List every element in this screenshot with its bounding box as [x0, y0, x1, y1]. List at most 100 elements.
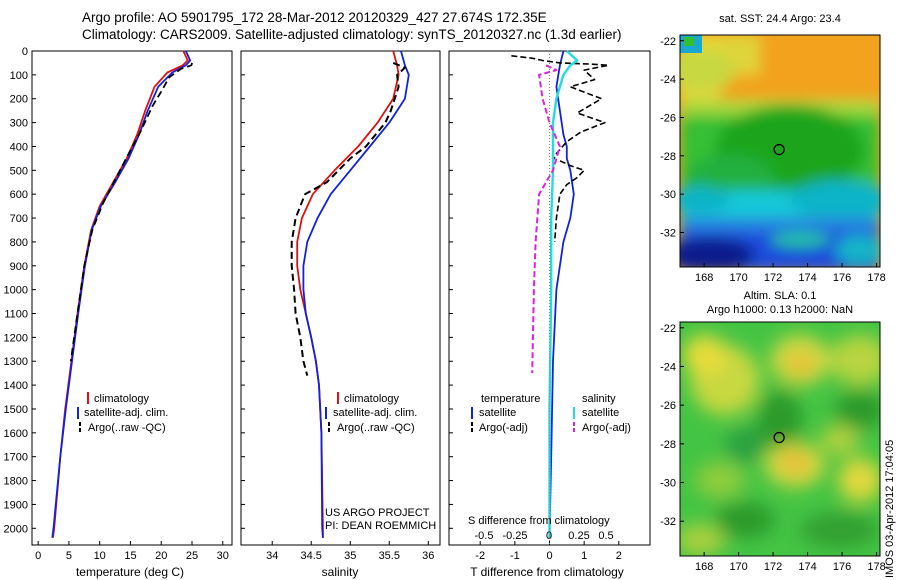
map-x-tick-label: 170	[729, 561, 747, 573]
x-tick-label: 34.5	[301, 550, 322, 562]
depth-tick-label: 1500	[4, 404, 28, 416]
x-tick-label: 0	[35, 550, 41, 562]
s-difference-label: S difference from climatology	[468, 515, 610, 527]
depth-tick-label: 100	[10, 70, 28, 82]
x-tick-label: 34	[266, 550, 278, 562]
depth-axis: 0 100 200 300 400 500 600 700 800 900 1000 1100 1200…	[4, 46, 453, 535]
temperature-legend: climatology satellite-adj. clim. Argo(..…	[77, 392, 168, 434]
x-tick-label: 36	[422, 550, 434, 562]
legend-label-satellite: satellite-adj. clim.	[333, 407, 417, 419]
series-line	[302, 50, 410, 538]
difference-legend: temperature salinity satellite Argo(-adj…	[468, 393, 631, 527]
map-y-tick-label: -22	[660, 36, 676, 48]
map-y-tick-label: -28	[660, 439, 676, 451]
map-x-tick-label: 170	[729, 272, 747, 284]
series-line	[511, 55, 610, 162]
series-line	[52, 50, 189, 538]
depth-tick-label: 1700	[4, 452, 28, 464]
x-tick-label: 10	[94, 550, 106, 562]
figure-title-line1: Argo profile: AO 5901795_172 28-Mar-2012…	[82, 10, 547, 25]
depth-tick-label: 200	[10, 94, 28, 106]
sst-map-title: sat. SST: 24.4 Argo: 23.4	[719, 13, 841, 25]
sla-axis-ticks: 168 170 172 174 176 178 -22 -24 -26 -28 -30 -32	[660, 323, 886, 573]
map-y-tick-label: -28	[660, 151, 676, 163]
map-y-tick-label: -24	[660, 74, 676, 86]
depth-tick-label: 1300	[4, 356, 28, 368]
depth-tick-label: 800	[10, 237, 28, 249]
legend-label-satellite: satellite-adj. clim.	[84, 407, 168, 419]
depth-tick-label: 1600	[4, 428, 28, 440]
depth-tick-label: 600	[10, 189, 28, 201]
map-y-tick-label: -30	[660, 189, 676, 201]
map-y-tick-label: -32	[660, 516, 676, 528]
map-x-tick-label: 172	[764, 272, 782, 284]
difference-plot: -2 -1 0 1 2 -0.5 -0.25 0 0.25 0.5	[475, 50, 622, 562]
project-label: US ARGO PROJECT	[325, 507, 430, 519]
temperature-xlabel: temperature (deg C)	[76, 565, 184, 579]
legend-label-t-argo: Argo(-adj)	[479, 422, 528, 434]
series-line	[531, 64, 561, 374]
x-tick-label: 1	[581, 550, 587, 562]
series-line	[553, 160, 586, 242]
salinity-panel	[240, 50, 441, 546]
depth-tick-label: 300	[10, 118, 28, 130]
depth-tick-label: 1100	[4, 309, 28, 321]
s-tick-label: 0.5	[598, 530, 613, 542]
map-y-tick-label: -24	[660, 361, 676, 373]
sst-frame	[679, 34, 881, 268]
x-tick-label: 25	[186, 550, 198, 562]
map-x-tick-label: 174	[798, 272, 816, 284]
s-tick-label: 0.25	[568, 530, 589, 542]
map-x-tick-label: 172	[764, 561, 782, 573]
legend-label-t-satellite: satellite	[479, 407, 516, 419]
x-tick-label: 30	[217, 550, 229, 562]
map-y-tick-label: -26	[660, 400, 676, 412]
temperature-plot: 0 5 10 15 20 25 30	[35, 50, 229, 562]
depth-tick-label: 2000	[4, 523, 28, 535]
sst-argo-marker	[773, 143, 785, 156]
salinity-plot: 34 34.5 35 35.5 36	[266, 50, 434, 562]
x-tick-label: 35	[344, 550, 356, 562]
figure-title-line2: Climatology: CARS2009. Satellite-adjuste…	[82, 27, 622, 42]
map-y-tick-label: -22	[660, 323, 676, 335]
map-y-tick-label: -30	[660, 478, 676, 490]
depth-tick-label: 1900	[4, 499, 28, 511]
depth-tick-label: 1200	[4, 332, 28, 344]
series-line	[69, 62, 193, 362]
salinity-legend: climatology satellite-adj. clim. Argo(..…	[325, 392, 436, 532]
map-x-tick-label: 178	[867, 561, 885, 573]
series-line	[296, 50, 400, 538]
x-tick-label: 15	[124, 550, 136, 562]
x-tick-label: 5	[66, 550, 72, 562]
legend-label-s-satellite: satellite	[582, 407, 619, 419]
salinity-xlabel: salinity	[322, 565, 359, 579]
pi-label: PI: DEAN ROEMMICH	[325, 520, 436, 532]
x-tick-label: -1	[510, 550, 520, 562]
s-tick-label: 0	[546, 530, 552, 542]
x-tick-label: 35.5	[379, 550, 400, 562]
legend-label-climatology: climatology	[94, 393, 150, 405]
sla-frame	[679, 321, 881, 557]
map-x-tick-label: 168	[695, 272, 713, 284]
series-line	[290, 61, 406, 376]
depth-tick-label: 700	[10, 213, 28, 225]
sla-argo-marker	[773, 431, 785, 444]
legend-label-s-argo: Argo(-adj)	[582, 422, 631, 434]
x-tick-label: -2	[475, 550, 485, 562]
legend-label-climatology: climatology	[344, 393, 400, 405]
depth-tick-label: 1400	[4, 380, 28, 392]
legend-title-temperature: temperature	[481, 393, 540, 405]
sst-axis-ticks: 168 170 172 174 176 178 -22 -24 -26 -28 -30 -32	[660, 36, 886, 284]
map-x-tick-label: 174	[798, 561, 816, 573]
s-tick-label: -0.5	[475, 530, 494, 542]
series-line	[51, 50, 192, 538]
series-line	[548, 50, 579, 538]
map-x-tick-label: 176	[833, 272, 851, 284]
legend-label-argo: Argo(..raw -QC)	[337, 422, 415, 434]
map-y-tick-label: -26	[660, 112, 676, 124]
map-x-tick-label: 168	[695, 561, 713, 573]
sla-map-title: Altim. SLA: 0.1	[743, 290, 817, 302]
depth-tick-label: 900	[10, 261, 28, 273]
depth-tick-label: 400	[10, 141, 28, 153]
